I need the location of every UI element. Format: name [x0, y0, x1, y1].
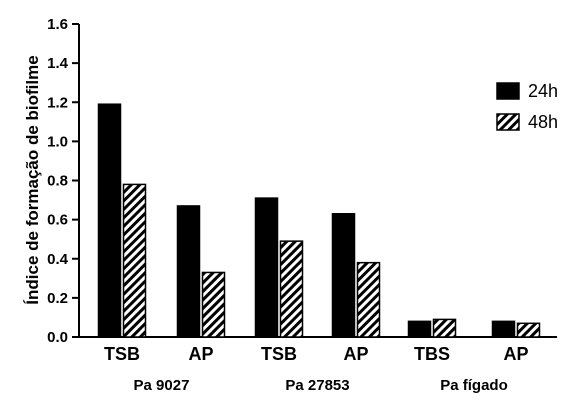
bar-24h-ap-3: [331, 213, 356, 338]
bar-48h-tbs-4: [432, 318, 457, 338]
y-tick-label: 0.4: [47, 251, 69, 268]
y-tick-label: 0.0: [47, 329, 68, 346]
bar-24h-tsb-0: [97, 103, 122, 338]
legend-swatch-48h: [496, 113, 520, 131]
x-category-label: AP: [188, 344, 213, 364]
x-category-label: AP: [343, 344, 368, 364]
x-category-label: TSB: [104, 344, 140, 364]
legend-label-48h: 48h: [528, 112, 558, 132]
bar-48h-ap-5: [516, 322, 541, 338]
bar-24h-ap-1: [176, 205, 201, 338]
y-tick-label: 0.8: [47, 173, 68, 190]
bar-48h-tsb-2: [279, 240, 304, 338]
y-tick-label: 1.4: [47, 55, 69, 72]
bar-48h-ap-3: [356, 261, 381, 338]
plot-area: 0.0 0.2 0.4 0.6 0.8 1.0 1.2 1.4 1.6 TSB AP TSB AP TBS…: [23, 16, 557, 394]
y-tick-label: 0.2: [47, 290, 68, 307]
bar-24h-tsb-2: [254, 197, 279, 338]
x-group-label: Pa fígado: [440, 377, 508, 394]
y-tick-label: 1.0: [47, 133, 68, 150]
x-category-label: TBS: [414, 344, 450, 364]
x-category-label: TSB: [261, 344, 297, 364]
y-axis-label: Índice de formação de biofilme: [23, 55, 42, 304]
bar-24h-tbs-4: [407, 320, 432, 338]
legend-label-24h: 24h: [528, 81, 558, 101]
x-group-label: Pa 27853: [285, 377, 349, 394]
y-tick-label: 1.6: [47, 16, 68, 33]
bar-48h-ap-1: [201, 271, 226, 338]
x-category-label: AP: [503, 344, 528, 364]
bar-48h-tsb-0: [122, 183, 147, 338]
bar-24h-ap-5: [491, 320, 516, 338]
y-tick-label: 1.2: [47, 94, 68, 111]
x-group-label: Pa 9027: [134, 377, 190, 394]
legend: 24h 48h: [496, 81, 558, 132]
legend-swatch-24h: [496, 82, 520, 100]
y-tick-label: 0.6: [47, 212, 68, 229]
